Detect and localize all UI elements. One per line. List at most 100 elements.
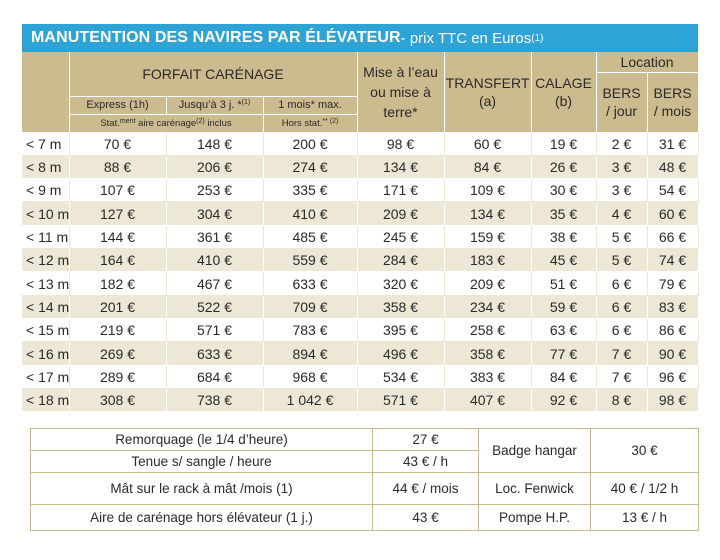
header-transfert-label: TRANSFERT [445, 74, 530, 91]
mise-a-leau-price-cell: 320 € [357, 271, 445, 296]
calage-price-cell: 84 € [531, 365, 597, 390]
one-month-price-cell: 968 € [263, 365, 358, 390]
table-row: < 7 m 70 €148 €200 €98 €60 €19 €2 €31 € [22, 132, 699, 156]
bers-jour-price-cell: 6 € [596, 271, 648, 296]
table-row: < 9 m 107 €253 €335 €171 €109 €30 €3 €54 … [22, 178, 699, 203]
boat-length-cell: < 7 m [22, 132, 70, 156]
bers-jour-price-cell: 3 € [596, 155, 648, 180]
calage-price-cell: 92 € [531, 388, 597, 413]
table-row: < 15 m 219 €571 €783 €395 €258 €63 €6 €86… [22, 318, 699, 343]
header-calage-note: (b) [554, 92, 573, 109]
bers-mois-price-cell: 74 € [647, 248, 699, 273]
transfert-price-cell: 134 € [444, 201, 532, 226]
bers-jour-price-cell: 2 € [596, 132, 648, 156]
calage-price-cell: 38 € [531, 225, 597, 250]
pompe-hp-label: Pompe H.P. [478, 504, 591, 531]
bers-mois-price-cell: 79 € [647, 271, 699, 296]
express-price-cell: 70 € [69, 132, 167, 156]
bers-mois-price-cell: 98 € [647, 388, 699, 413]
calage-price-cell: 30 € [531, 178, 597, 203]
header-hors-text: Hors stat. [281, 117, 323, 129]
express-price-cell: 308 € [69, 388, 167, 413]
remorquage-price: 27 € [372, 428, 479, 451]
express-price-cell: 269 € [69, 341, 167, 366]
title-footnote-ref: (1) [531, 32, 544, 44]
header-forfait-carenage: FORFAIT CARÉNAGE [69, 52, 358, 97]
transfert-price-cell: 60 € [444, 132, 532, 156]
mise-a-leau-price-cell: 571 € [357, 388, 445, 413]
mise-a-leau-price-cell: 134 € [357, 155, 445, 180]
calage-price-cell: 26 € [531, 155, 597, 180]
calage-price-cell: 45 € [531, 248, 597, 273]
mise-a-leau-price-cell: 209 € [357, 201, 445, 226]
bers-jour-price-cell: 5 € [596, 225, 648, 250]
header-jusqua-3-jours: Jusqu’à 3 j. *(1) [166, 96, 264, 115]
header-bers-mois: BERS / mois [647, 72, 699, 133]
title-main: MANUTENTION DES NAVIRES PAR ÉLÉVATEUR [31, 29, 401, 46]
calage-price-cell: 59 € [531, 295, 597, 320]
one-month-price-cell: 274 € [263, 155, 358, 180]
header-jusqua-text: Jusqu’à 3 j. * [178, 99, 242, 111]
table-row: < 16 m 269 €633 €894 €496 €358 €77 €7 €90… [22, 341, 699, 366]
express-price-cell: 144 € [69, 225, 167, 250]
tenue-sangle-price: 43 € / h [372, 450, 479, 473]
transfert-price-cell: 84 € [444, 155, 532, 180]
header-jusqua-footnote: (1) [241, 99, 251, 106]
bers-mois-price-cell: 96 € [647, 365, 699, 390]
boat-length-cell: < 17 m [22, 365, 70, 390]
bers-mois-price-cell: 54 € [647, 178, 699, 203]
header-bers-mois-unit: / mois [653, 103, 692, 119]
one-month-price-cell: 894 € [263, 341, 358, 366]
mise-a-leau-price-cell: 284 € [357, 248, 445, 273]
header-mise-a-leau: Mise à l’eau ou mise à terre* [357, 52, 445, 133]
one-month-price-cell: 200 € [263, 132, 358, 156]
express-price-cell: 182 € [69, 271, 167, 296]
one-month-price-cell: 559 € [263, 248, 358, 273]
calage-price-cell: 63 € [531, 318, 597, 343]
bers-mois-price-cell: 60 € [647, 201, 699, 226]
express-price-cell: 107 € [69, 178, 167, 203]
bers-mois-price-cell: 86 € [647, 318, 699, 343]
mise-a-leau-price-cell: 98 € [357, 132, 445, 156]
bers-mois-price-cell: 48 € [647, 155, 699, 180]
boat-length-cell: < 10 m [22, 201, 70, 226]
calage-price-cell: 77 € [531, 341, 597, 366]
express-price-cell: 164 € [69, 248, 167, 273]
remorquage-label: Remorquage (le 1/4 d’heure) [30, 428, 373, 451]
bers-jour-price-cell: 8 € [596, 388, 648, 413]
boat-length-cell: < 13 m [22, 271, 70, 296]
transfert-price-cell: 383 € [444, 365, 532, 390]
table-row: < 18 m 308 €738 €1 042 €571 €407 €92 €8 €… [22, 388, 699, 413]
header-stat-footnote: (2) [196, 117, 205, 125]
header-stat-text: aire carénage [135, 117, 197, 129]
table-row: < 11 m 144 €361 €485 €245 €159 €38 €5 €66… [22, 225, 699, 250]
header-corner [22, 52, 70, 133]
calage-price-cell: 51 € [531, 271, 597, 296]
table-row: < 13 m 182 €467 €633 €320 €209 €51 €6 €79… [22, 271, 699, 296]
tenue-sangle-label: Tenue s/ sangle / heure [30, 450, 373, 473]
three-days-price-cell: 684 € [166, 365, 264, 390]
calage-price-cell: 19 € [531, 132, 597, 156]
header-bers-jour-unit: / jour [605, 103, 638, 119]
pricing-table: FORFAIT CARÉNAGE Mise à l’eau ou mise à … [22, 52, 699, 413]
transfert-price-cell: 183 € [444, 248, 532, 273]
boat-length-cell: < 15 m [22, 318, 70, 343]
header-stationnement-inclus: Stat.ment aire carénage(2) inclus [69, 114, 264, 133]
header-transfert: TRANSFERT (a) [444, 52, 532, 133]
three-days-price-cell: 410 € [166, 248, 264, 273]
one-month-price-cell: 485 € [263, 225, 358, 250]
three-days-price-cell: 522 € [166, 295, 264, 320]
express-price-cell: 289 € [69, 365, 167, 390]
one-month-price-cell: 783 € [263, 318, 358, 343]
express-price-cell: 127 € [69, 201, 167, 226]
price-table-title: MANUTENTION DES NAVIRES PAR ÉLÉVATEUR - … [22, 24, 698, 52]
badge-hangar-price: 30 € [590, 428, 699, 473]
one-month-price-cell: 1 042 € [263, 388, 358, 413]
one-month-price-cell: 633 € [263, 271, 358, 296]
boat-length-cell: < 16 m [22, 341, 70, 366]
one-month-price-cell: 335 € [263, 178, 358, 203]
mat-rack-price: 44 € / mois [372, 472, 479, 505]
bers-mois-price-cell: 31 € [647, 132, 699, 156]
header-express: Express (1h) [69, 96, 167, 115]
transfert-price-cell: 159 € [444, 225, 532, 250]
